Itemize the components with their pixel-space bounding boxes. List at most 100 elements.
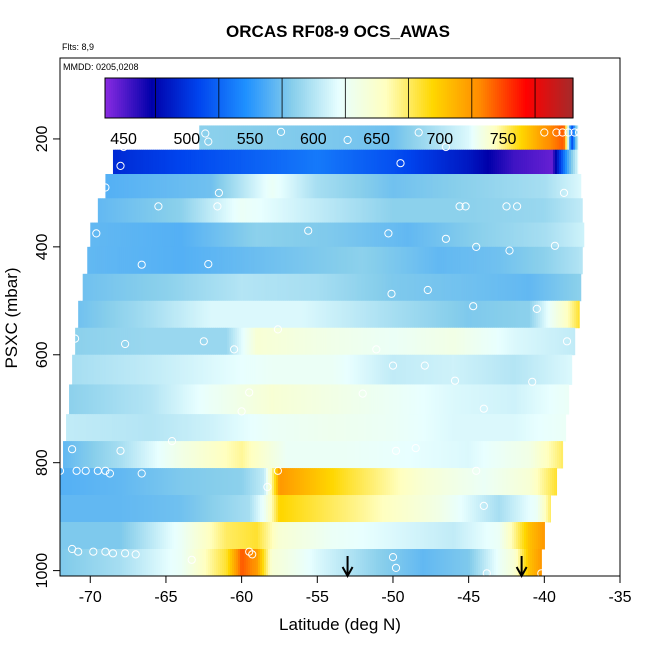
heatmap-cell — [204, 273, 208, 302]
heatmap-cell — [188, 273, 192, 302]
heatmap-cell — [532, 495, 535, 523]
heatmap-cell — [273, 384, 276, 415]
heatmap-cell — [178, 222, 181, 248]
heatmap-cell — [184, 300, 187, 329]
heatmap-cell — [558, 273, 562, 302]
heatmap-cell — [434, 414, 437, 442]
heatmap-cell — [250, 414, 253, 442]
heatmap-cell — [252, 468, 255, 496]
heatmap-cell — [348, 354, 351, 385]
heatmap-cell — [106, 222, 109, 248]
heatmap-cell — [350, 149, 354, 175]
heatmap-cell — [388, 522, 391, 550]
heatmap-cell — [315, 125, 318, 151]
heatmap-cell — [364, 300, 367, 329]
heatmap-cell — [367, 174, 371, 199]
heatmap-cell — [404, 222, 407, 248]
heatmap-cell — [212, 354, 215, 385]
heatmap-cell — [187, 174, 191, 199]
heatmap-cell — [297, 198, 301, 223]
heatmap-cell — [248, 495, 251, 523]
heatmap-cell — [406, 222, 409, 248]
heatmap-cell — [172, 549, 175, 577]
heatmap-cell — [217, 174, 221, 199]
heatmap-cell — [437, 246, 440, 275]
heatmap-cell — [544, 273, 548, 302]
heatmap-cell — [500, 222, 503, 248]
heatmap-cell — [282, 273, 286, 302]
heatmap-cell — [248, 300, 251, 329]
heatmap-cell — [184, 414, 187, 442]
heatmap-cell — [525, 327, 528, 356]
heatmap-cell — [470, 222, 473, 248]
heatmap-cell — [348, 522, 351, 550]
heatmap-cell — [495, 198, 499, 223]
heatmap-cell — [108, 354, 111, 385]
heatmap-cell — [226, 495, 229, 523]
heatmap-cell — [538, 549, 541, 577]
heatmap-cell — [475, 246, 478, 275]
heatmap-cell — [490, 222, 493, 248]
heatmap-cell — [424, 549, 427, 577]
heatmap-cell — [129, 174, 133, 199]
heatmap-cell — [345, 384, 348, 415]
heatmap-cell — [106, 495, 109, 523]
heatmap-cell — [535, 198, 539, 223]
heatmap-cell — [439, 174, 443, 199]
layer-4 — [90, 222, 585, 248]
heatmap-cell — [479, 441, 482, 469]
heatmap-cell — [332, 354, 335, 385]
heatmap-cell — [555, 441, 558, 469]
heatmap-cell — [468, 414, 471, 442]
heatmap-cell — [336, 549, 339, 577]
heatmap-cell — [162, 522, 165, 550]
heatmap-cell — [150, 522, 153, 550]
heatmap-cell — [415, 198, 419, 223]
heatmap-cell — [104, 354, 107, 385]
heatmap-cell — [346, 495, 349, 523]
heatmap-cell — [185, 327, 188, 356]
heatmap-cell — [160, 149, 164, 175]
heatmap-cell — [528, 522, 531, 550]
heatmap-cell — [353, 384, 356, 415]
heatmap-cell — [552, 468, 555, 496]
heatmap-cell — [535, 174, 539, 199]
heatmap-cell — [229, 174, 233, 199]
heatmap-cell — [310, 549, 313, 577]
heatmap-cell — [521, 384, 524, 415]
heatmap-cell — [100, 522, 103, 550]
colorbar-cell — [523, 78, 526, 118]
heatmap-cell — [332, 222, 335, 248]
heatmap-cell — [427, 125, 430, 151]
heatmap-cell — [171, 246, 174, 275]
heatmap-cell — [358, 300, 361, 329]
heatmap-cell — [144, 149, 148, 175]
heatmap-cell — [462, 300, 465, 329]
heatmap-cell — [524, 414, 527, 442]
heatmap-cell — [219, 125, 222, 151]
heatmap-cell — [216, 414, 219, 442]
heatmap-cell — [269, 384, 272, 415]
heatmap-cell — [566, 149, 570, 175]
heatmap-cell — [484, 149, 488, 175]
heatmap-cell — [157, 441, 160, 469]
heatmap-cell — [443, 174, 447, 199]
heatmap-cell — [364, 222, 367, 248]
heatmap-cell — [80, 468, 83, 496]
heatmap-cell — [418, 549, 421, 577]
heatmap-cell — [105, 198, 109, 223]
heatmap-cell — [280, 495, 283, 523]
heatmap-cell — [253, 174, 257, 199]
heatmap-cell — [236, 149, 240, 175]
heatmap-cell — [386, 273, 390, 302]
heatmap-cell — [144, 222, 147, 248]
heatmap-cell — [478, 354, 481, 385]
heatmap-cell — [474, 149, 478, 175]
heatmap-cell — [222, 222, 225, 248]
heatmap-cell — [221, 384, 224, 415]
heatmap-cell — [430, 495, 433, 523]
heatmap-cell — [538, 222, 541, 248]
heatmap-cell — [215, 441, 218, 469]
heatmap-cell — [454, 273, 458, 302]
heatmap-cell — [506, 354, 509, 385]
